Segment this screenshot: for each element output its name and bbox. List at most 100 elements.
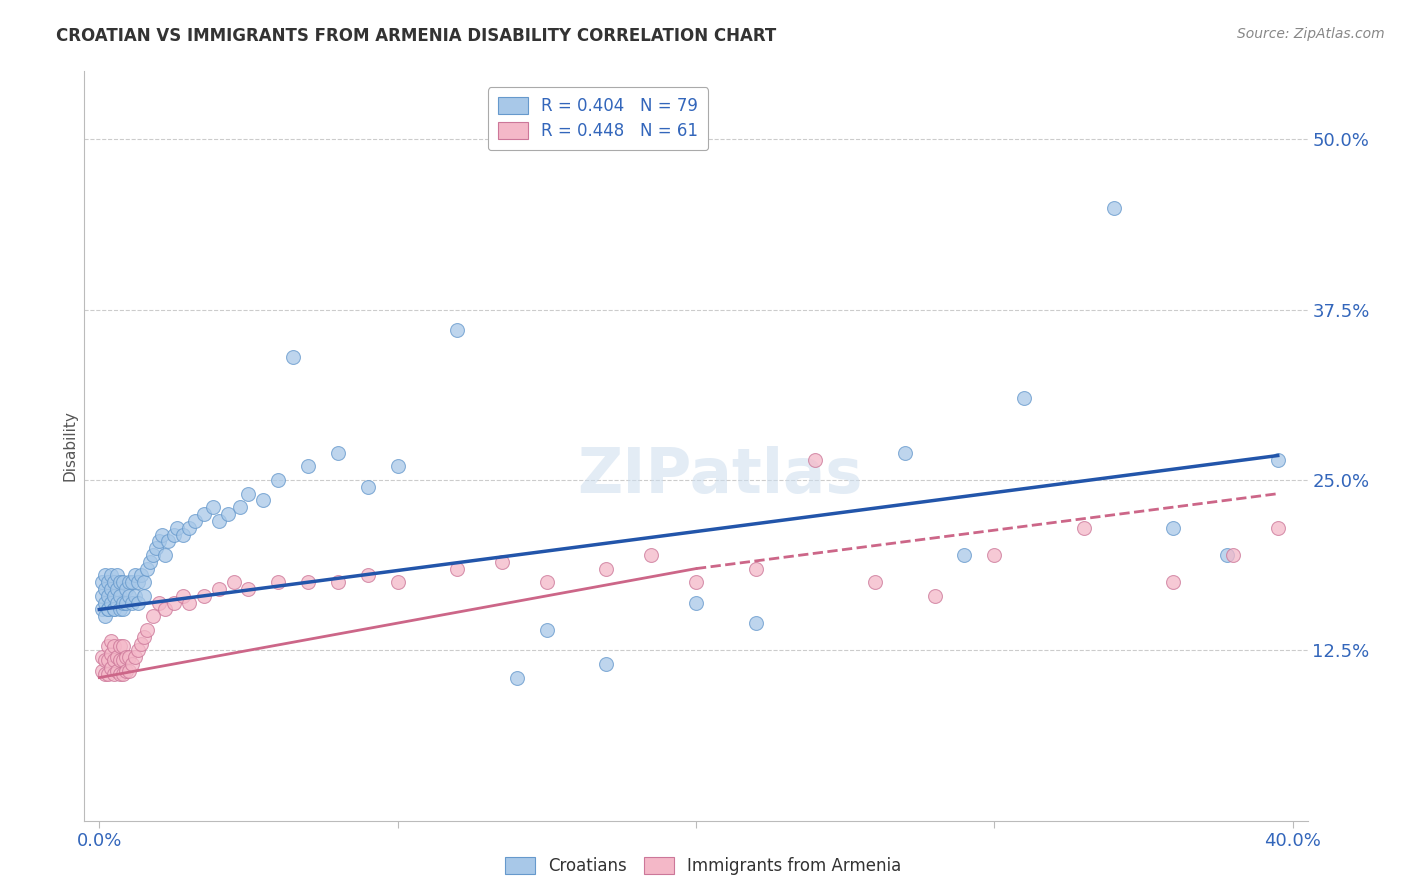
Point <box>100 582 122 596</box>
Point <box>297 459 319 474</box>
Point <box>129 568 152 582</box>
Point <box>744 616 766 631</box>
Point <box>103 640 125 654</box>
Point <box>595 561 617 575</box>
Point <box>105 568 128 582</box>
Point <box>91 602 114 616</box>
Point <box>640 548 662 562</box>
Point <box>112 653 135 667</box>
Point <box>228 500 250 515</box>
Point <box>91 575 114 590</box>
Point <box>1216 548 1239 562</box>
Point <box>103 602 125 616</box>
Point <box>804 452 827 467</box>
Point <box>193 589 215 603</box>
Text: CROATIAN VS IMMIGRANTS FROM ARMENIA DISABILITY CORRELATION CHART: CROATIAN VS IMMIGRANTS FROM ARMENIA DISA… <box>56 27 776 45</box>
Point <box>127 575 149 590</box>
Point <box>172 589 194 603</box>
Point <box>97 653 120 667</box>
Point <box>97 640 120 654</box>
Point <box>97 589 120 603</box>
Text: Source: ZipAtlas.com: Source: ZipAtlas.com <box>1237 27 1385 41</box>
Text: ZIPatlas: ZIPatlas <box>578 446 863 506</box>
Point <box>132 630 155 644</box>
Point <box>863 575 886 590</box>
Point <box>953 548 976 562</box>
Point <box>100 648 122 662</box>
Point <box>685 596 707 610</box>
Point <box>108 640 131 654</box>
Point <box>132 575 155 590</box>
Point <box>536 623 558 637</box>
Point <box>1163 521 1185 535</box>
Point <box>207 514 229 528</box>
Point <box>357 568 380 582</box>
Point <box>115 596 138 610</box>
Point <box>121 596 143 610</box>
Point <box>387 459 409 474</box>
Point <box>217 507 239 521</box>
Legend: R = 0.404   N = 79, R = 0.448   N = 61: R = 0.404 N = 79, R = 0.448 N = 61 <box>488 87 709 150</box>
Point <box>283 351 305 365</box>
Point <box>124 650 146 665</box>
Point <box>267 575 290 590</box>
Point <box>177 521 200 535</box>
Point <box>744 561 766 575</box>
Point <box>201 500 224 515</box>
Point <box>94 582 117 596</box>
Point <box>1267 452 1289 467</box>
Point <box>136 623 159 637</box>
Point <box>326 446 349 460</box>
Point <box>148 596 170 610</box>
Point <box>129 636 152 650</box>
Point <box>184 514 207 528</box>
Point <box>924 589 946 603</box>
Point <box>118 664 141 678</box>
Point <box>91 650 114 665</box>
Point <box>238 582 260 596</box>
Point <box>150 527 173 541</box>
Point <box>193 507 215 521</box>
Point <box>105 664 128 678</box>
Point <box>983 548 1005 562</box>
Point <box>108 602 131 616</box>
Point <box>1267 521 1289 535</box>
Point <box>100 661 122 675</box>
Point <box>124 568 146 582</box>
Point <box>91 589 114 603</box>
Point <box>153 602 176 616</box>
Point <box>108 666 131 681</box>
Point <box>118 589 141 603</box>
Point <box>97 575 120 590</box>
Point <box>115 582 138 596</box>
Point <box>105 596 128 610</box>
Point <box>103 575 125 590</box>
Point <box>124 589 146 603</box>
Point <box>153 548 176 562</box>
Point <box>94 653 117 667</box>
Point <box>148 534 170 549</box>
Point <box>103 666 125 681</box>
Point <box>163 527 186 541</box>
Point <box>207 582 229 596</box>
Point <box>112 596 135 610</box>
Point <box>222 575 245 590</box>
Y-axis label: Disability: Disability <box>62 410 77 482</box>
Point <box>115 664 138 678</box>
Point <box>446 561 468 575</box>
Point <box>94 596 117 610</box>
Point <box>139 555 162 569</box>
Point <box>252 493 274 508</box>
Point <box>108 653 131 667</box>
Point <box>238 486 260 500</box>
Point <box>1163 575 1185 590</box>
Point <box>145 541 167 556</box>
Point <box>108 575 131 590</box>
Point <box>156 534 179 549</box>
Point <box>1222 548 1244 562</box>
Point <box>1012 392 1035 406</box>
Point <box>118 650 141 665</box>
Point <box>108 589 131 603</box>
Point <box>894 446 917 460</box>
Point <box>685 575 707 590</box>
